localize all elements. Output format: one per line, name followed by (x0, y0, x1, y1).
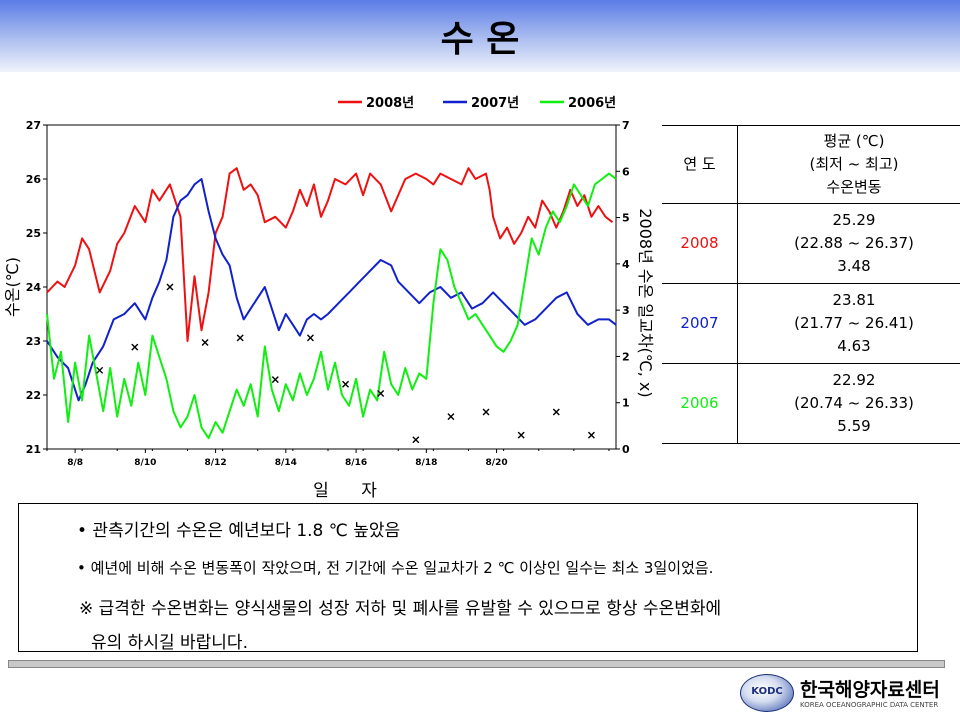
daily-range-marker (447, 413, 455, 421)
header-band (0, 0, 960, 72)
daily-range-marker (377, 389, 385, 397)
stats-row-2007: 2007 23.81 (21.77 ~ 26.41) 4.63 (662, 283, 960, 364)
y2-axis-label: 2008년 수온 일교차(℃, x) (636, 208, 655, 397)
y-tick-label: 23 (26, 335, 41, 348)
stats-row-2006: 2006 22.92 (20.74 ~ 26.33) 5.59 (662, 363, 960, 444)
y-axis-label: 수온(℃) (3, 257, 22, 317)
y2-tick-label: 1 (622, 397, 630, 410)
x-tick-label: 8/14 (275, 458, 297, 468)
y2-tick-label: 2 (622, 350, 630, 363)
daily-range-marker (342, 380, 350, 388)
mean-value: 23.81 (832, 291, 876, 309)
daily-range-marker (412, 436, 420, 444)
y2-tick-label: 5 (622, 212, 630, 225)
kodc-logo-mark: KODC (740, 674, 794, 712)
series-line-2008년 (46, 167, 614, 342)
year-cell: 2007 (662, 283, 738, 364)
series-line-2007년 (46, 178, 617, 402)
daily-range-marker (236, 334, 244, 342)
y-tick-label: 25 (26, 227, 41, 240)
x-tick-label: 8/10 (134, 458, 156, 468)
daily-range-marker (271, 376, 279, 384)
y2-tick-label: 3 (622, 304, 630, 317)
stats-header-row: 연 도 평균 (℃) (최저 ~ 최고) 수온변동 (662, 125, 960, 204)
notes-box: • 관측기간의 수온은 예년보다 1.8 ℃ 높았음 • 예년에 비해 수온 변… (18, 503, 918, 653)
y2-tick-label: 6 (622, 165, 630, 178)
stats-row-2008: 2008 25.29 (22.88 ~ 26.37) 3.48 (662, 203, 960, 284)
daily-range-marker (482, 408, 490, 416)
daily-range-marker (131, 343, 139, 351)
stats-cell: 22.92 (20.74 ~ 26.33) 5.59 (737, 363, 960, 444)
daily-range-marker (587, 431, 595, 439)
stats-cell: 25.29 (22.88 ~ 26.37) 3.48 (737, 203, 960, 284)
logo-name-english: KOREA OCEANOGRAPHIC DATA CENTER (800, 701, 939, 709)
page-title: 수 온 (440, 19, 520, 60)
water-temperature-chart: 2008년 2007년 2006년 21 22 23 24 25 26 27 0 1 2 3 4 5 6 7 8/… (0, 88, 660, 508)
marker-layer (96, 283, 595, 444)
daily-range-marker (201, 339, 209, 347)
x-tick-label: 8/12 (205, 458, 227, 468)
year-cell: 2006 (662, 363, 738, 444)
variation-value: 3.48 (837, 257, 871, 275)
y-tick-label: 24 (26, 281, 42, 294)
variation-value: 4.63 (837, 337, 871, 355)
bottom-divider (8, 660, 945, 668)
logo-name-korean: 한국해양자료센터 (800, 679, 940, 701)
mean-header-line-1: 평균 (℃) (823, 132, 885, 150)
y2-tick-label: 0 (622, 443, 630, 456)
chart-svg: 2008년 2007년 2006년 21222324252627012345678/… (3, 96, 655, 501)
range-value: (21.77 ~ 26.41) (794, 314, 914, 332)
range-value: (20.74 ~ 26.33) (794, 394, 914, 412)
y-tick-label: 21 (26, 443, 41, 456)
daily-range-marker (306, 334, 314, 342)
note-line-3: ※ 급격한 수온변화는 양식생물의 성장 저하 및 폐사를 유발할 수 있으므로… (79, 599, 722, 619)
stats-cell: 23.81 (21.77 ~ 26.41) 4.63 (737, 283, 960, 364)
legend-label: 2007년 (471, 96, 519, 111)
x-tick-label: 8/16 (345, 458, 367, 468)
mean-header-line-3: 수온변동 (826, 178, 882, 196)
y-tick-label: 26 (26, 173, 42, 186)
legend-label: 2006년 (568, 96, 616, 111)
mean-header-line-2: (최저 ~ 최고) (809, 155, 899, 173)
mean-header: 평균 (℃) (최저 ~ 최고) 수온변동 (737, 125, 960, 204)
legend-label: 2008년 (366, 96, 414, 111)
plot-frame (46, 124, 617, 450)
series-layer (46, 167, 617, 440)
note-line-1: • 관측기간의 수온은 예년보다 1.8 ℃ 높았음 (77, 521, 401, 541)
daily-range-marker (552, 408, 560, 416)
x-axis-label: 일 자 (313, 481, 377, 501)
x-tick-label: 8/18 (415, 458, 437, 468)
y2-tick-label: 7 (622, 119, 630, 132)
x-tick-label: 8/20 (486, 458, 508, 468)
daily-range-marker (166, 283, 174, 291)
daily-range-marker (517, 431, 525, 439)
mean-value: 25.29 (832, 211, 876, 229)
y-tick-label: 22 (26, 389, 41, 402)
y-tick-label: 27 (26, 119, 41, 132)
stats-table: 연 도 평균 (℃) (최저 ~ 최고) 수온변동 2008 25.29 (22… (662, 125, 960, 444)
daily-range-marker (96, 366, 104, 374)
year-cell: 2008 (662, 203, 738, 284)
range-value: (22.88 ~ 26.37) (794, 234, 914, 252)
mean-value: 22.92 (832, 371, 876, 389)
note-line-4: 유의 하시길 바랍니다. (91, 633, 248, 653)
variation-value: 5.59 (837, 417, 871, 435)
x-tick-label: 8/8 (67, 458, 83, 468)
y2-tick-label: 4 (622, 258, 630, 271)
year-header: 연 도 (662, 125, 738, 204)
kodc-logo: KODC 한국해양자료센터 KOREA OCEANOGRAPHIC DATA C… (740, 672, 955, 716)
chart-legend: 2008년 2007년 2006년 (338, 96, 616, 111)
note-line-2: • 예년에 비해 수온 변동폭이 작았으며, 전 기간에 수온 일교차가 2 ℃… (77, 559, 714, 577)
series-line-2006년 (46, 172, 617, 440)
